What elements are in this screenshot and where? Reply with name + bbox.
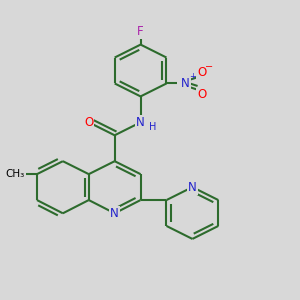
Text: F: F <box>137 25 144 38</box>
Text: N: N <box>181 77 190 90</box>
Text: N: N <box>188 181 197 194</box>
Text: O: O <box>84 116 93 129</box>
Text: O: O <box>197 66 206 79</box>
Text: O: O <box>197 88 206 101</box>
Text: H: H <box>149 122 156 132</box>
Text: −: − <box>205 62 213 72</box>
Text: N: N <box>136 116 145 129</box>
Text: CH₃: CH₃ <box>6 169 25 179</box>
Text: +: + <box>189 73 196 82</box>
Text: N: N <box>110 207 119 220</box>
